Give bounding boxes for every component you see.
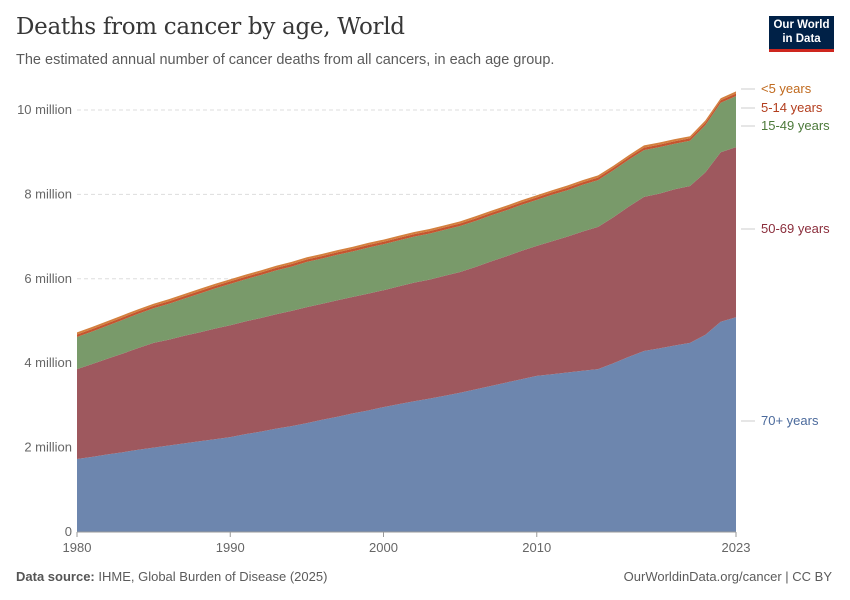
series-label[interactable]: <5 years xyxy=(761,81,812,96)
y-tick-label: 2 million xyxy=(24,440,72,455)
x-tick-label: 2000 xyxy=(369,540,398,555)
x-tick-label: 1990 xyxy=(216,540,245,555)
source-link[interactable]: OurWorldinData.org/cancer | CC BY xyxy=(623,569,832,584)
x-tick-label: 2023 xyxy=(722,540,751,555)
y-tick-label: 4 million xyxy=(24,355,72,370)
area-70-years[interactable] xyxy=(77,317,736,532)
series-label[interactable]: 5-14 years xyxy=(761,100,823,115)
x-tick-label: 2010 xyxy=(522,540,551,555)
owid-logo[interactable]: Our World in Data xyxy=(769,16,834,52)
logo-text: Our World in Data xyxy=(773,19,830,45)
data-source: Data source: IHME, Global Burden of Dise… xyxy=(16,569,327,584)
series-label[interactable]: 70+ years xyxy=(761,413,819,428)
y-tick-label: 6 million xyxy=(24,271,72,286)
chart-subtitle: The estimated annual number of cancer de… xyxy=(16,52,555,68)
area-15-49-years[interactable] xyxy=(77,96,736,370)
y-tick-label: 0 xyxy=(65,524,72,539)
y-tick-label: 10 million xyxy=(17,102,72,117)
chart-title: Deaths from cancer by age, World xyxy=(16,14,405,40)
data-source-label: Data source: xyxy=(16,569,95,584)
x-tick-label: 1980 xyxy=(63,540,92,555)
series-label[interactable]: 50-69 years xyxy=(761,221,830,236)
series-label[interactable]: 15-49 years xyxy=(761,118,830,133)
area-50-69-years[interactable] xyxy=(77,147,736,459)
data-source-text: IHME, Global Burden of Disease (2025) xyxy=(98,569,328,584)
y-tick-label: 8 million xyxy=(24,186,72,201)
